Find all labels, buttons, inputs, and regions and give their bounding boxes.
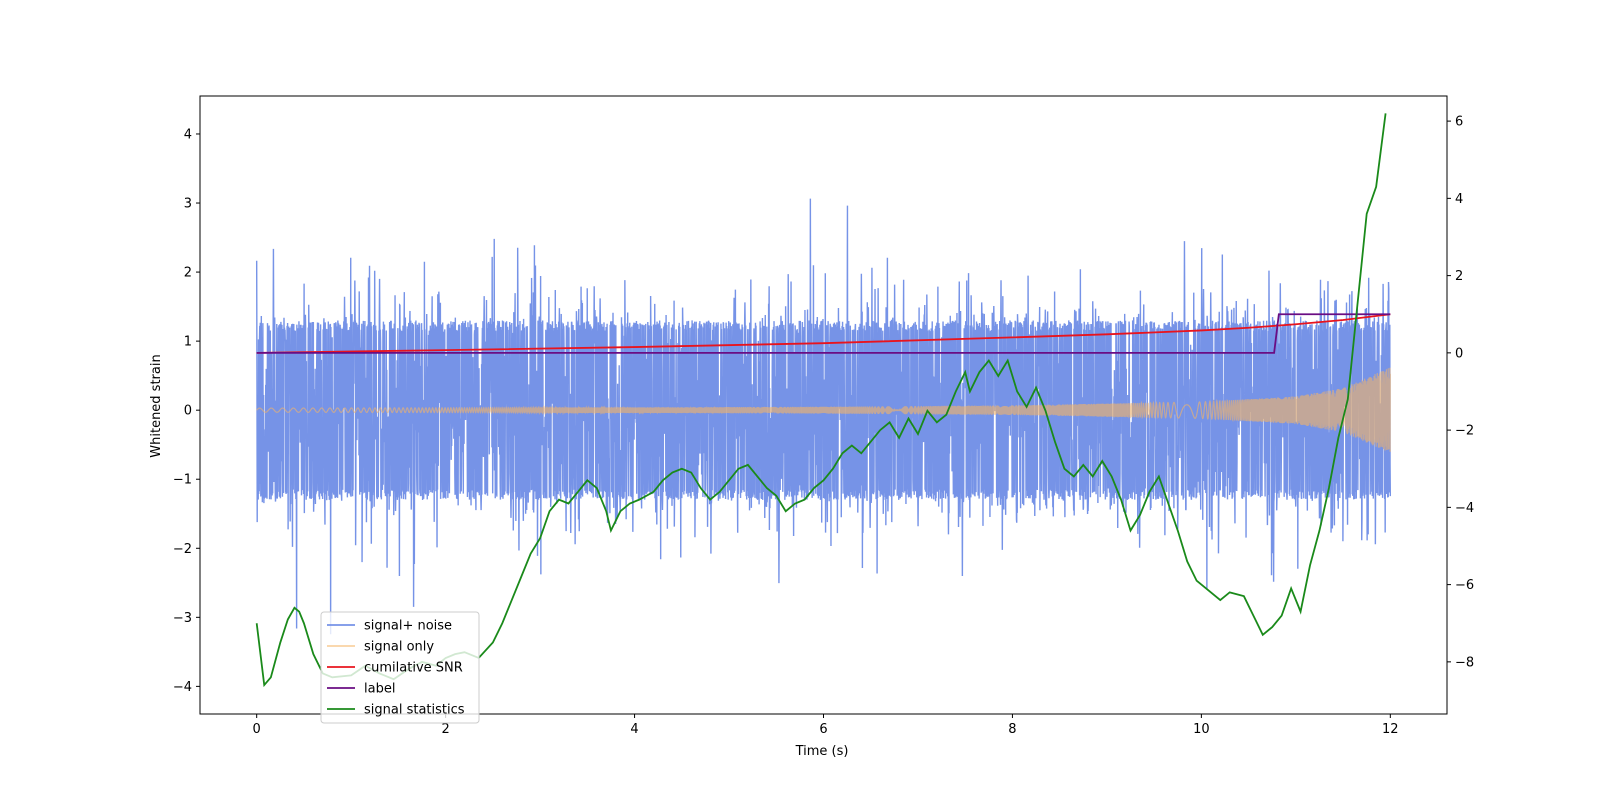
legend: signal+ noise signal only cumilative SNR la… — [320, 611, 480, 724]
y-right-tick-label: 2 — [1455, 269, 1463, 284]
x-axis-label: Time (s) — [795, 744, 849, 759]
left-y-axis-ticks: −4 −3 −2 −1 0 1 2 3 4 — [173, 127, 200, 695]
x-tick-label: 12 — [1382, 722, 1399, 737]
y-right-tick-label: −2 — [1455, 424, 1474, 439]
y-left-tick-label: −3 — [173, 611, 192, 626]
y-left-tick-label: 3 — [184, 197, 192, 212]
y-right-tick-label: −8 — [1455, 655, 1474, 670]
series-label — [256, 313, 1391, 354]
legend-item-label: signal+ noise — [364, 619, 452, 634]
x-tick-label: 10 — [1193, 722, 1210, 737]
signal-only-series-layer — [256, 367, 1391, 452]
series-signal-only — [256, 367, 1391, 452]
y-left-tick-label: −2 — [173, 542, 192, 557]
x-tick-label: 8 — [1008, 722, 1016, 737]
series-signal-plus-noise — [255, 198, 1392, 635]
series-cumulative-snr — [256, 313, 1391, 354]
left-y-axis-label: Whitened strain — [149, 354, 164, 457]
plot-area — [255, 113, 1392, 688]
y-right-tick-label: 4 — [1455, 192, 1463, 207]
noise-series-layer — [255, 198, 1392, 635]
y-right-tick-label: 6 — [1455, 115, 1463, 130]
y-right-tick-label: 0 — [1455, 346, 1463, 361]
x-tick-label: 6 — [819, 722, 827, 737]
legend-item-label: signal statistics — [364, 703, 465, 718]
right-y-axis-ticks: −8 −6 −4 −2 0 2 4 6 — [1447, 115, 1474, 670]
y-left-tick-label: 0 — [184, 404, 192, 419]
legend-box — [320, 611, 480, 724]
y-right-tick-label: −4 — [1455, 501, 1474, 516]
legend-item-label: signal only — [364, 640, 434, 655]
y-left-tick-label: −1 — [173, 473, 192, 488]
x-tick-label: 4 — [630, 722, 638, 737]
y-left-tick-label: 2 — [184, 266, 192, 281]
x-tick-label: 2 — [441, 722, 449, 737]
legend-item-label: cumilative SNR — [364, 661, 463, 676]
legend-item-label: label — [364, 682, 395, 697]
y-left-tick-label: 4 — [184, 127, 192, 142]
y-left-tick-label: 1 — [184, 335, 192, 350]
x-tick-label: 0 — [253, 722, 261, 737]
y-left-tick-label: −4 — [173, 680, 192, 695]
y-right-tick-label: −6 — [1455, 578, 1474, 593]
